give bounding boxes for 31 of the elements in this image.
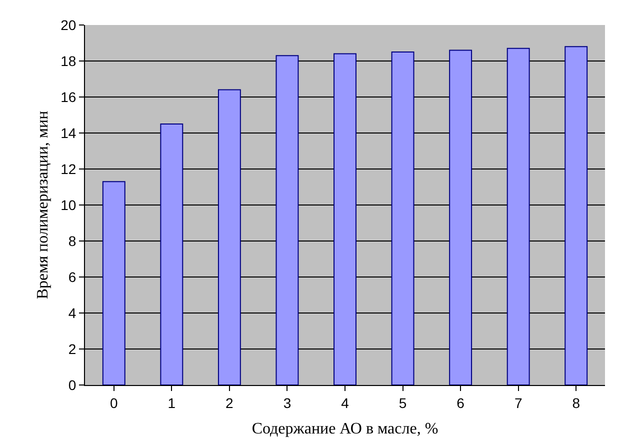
bar (564, 46, 588, 385)
y-tick-label: 12 (60, 160, 76, 177)
bar (334, 53, 356, 385)
y-tick-label: 14 (60, 124, 76, 141)
x-tick-label: 8 (572, 394, 580, 411)
x-tick-label: 7 (514, 394, 522, 411)
y-tick-label: 8 (68, 232, 76, 249)
bar (102, 181, 126, 385)
y-tick-label: 2 (68, 340, 76, 357)
y-tick-label: 16 (60, 88, 76, 105)
x-tick-label: 6 (456, 394, 465, 411)
y-tick-label: 4 (68, 304, 76, 321)
y-tick-label: 0 (68, 376, 76, 393)
x-tick-label: 2 (226, 394, 234, 411)
y-tick-label: 20 (60, 16, 76, 33)
x-axis-title: Содержание АО в масле, % (252, 420, 438, 438)
bar (391, 52, 414, 385)
x-tick-label: 0 (110, 394, 118, 411)
x-tick-label: 1 (168, 394, 176, 411)
y-tick-label: 18 (60, 52, 76, 69)
bar (506, 48, 530, 385)
y-axis-title: Время полимеризации, мин (34, 110, 52, 300)
y-tick-label: 10 (60, 196, 76, 213)
x-tick-label: 5 (398, 394, 407, 411)
x-tick-label: 3 (283, 394, 292, 411)
x-tick-label: 4 (341, 394, 350, 411)
bar (276, 55, 299, 385)
bar (218, 89, 241, 385)
bar (449, 50, 472, 385)
bar (160, 124, 184, 385)
y-tick-label: 6 (68, 268, 76, 285)
